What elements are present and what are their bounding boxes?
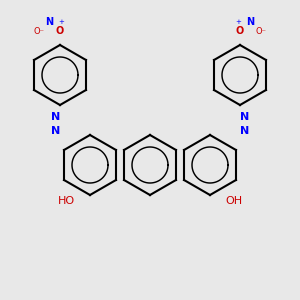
Text: +: + [236, 20, 242, 26]
Text: O⁻: O⁻ [34, 27, 44, 36]
Text: N: N [246, 17, 255, 27]
Text: O⁻: O⁻ [256, 27, 266, 36]
Text: N: N [240, 112, 249, 122]
Text: N: N [51, 125, 60, 136]
Text: N: N [240, 125, 249, 136]
Text: O: O [236, 26, 244, 36]
Text: OH: OH [225, 196, 243, 206]
Text: N: N [51, 112, 60, 122]
Text: HO: HO [57, 196, 75, 206]
Text: N: N [45, 17, 54, 27]
Text: O: O [56, 26, 64, 36]
Text: +: + [58, 20, 64, 26]
